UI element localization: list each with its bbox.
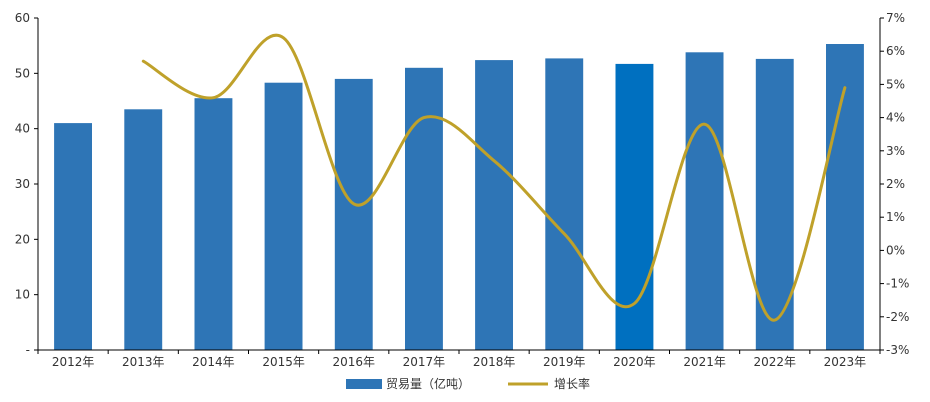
x-tick-label-3: 2015年 [262, 355, 305, 369]
right-tick-label-8: 5% [886, 77, 905, 91]
bar-7 [545, 58, 583, 350]
left-tick-label-2: 20 [15, 232, 30, 246]
left-tick-label-4: 40 [15, 122, 30, 136]
right-tick-label-0: -3% [886, 343, 909, 357]
x-tick-label-0: 2012年 [52, 355, 95, 369]
x-tick-label-4: 2016年 [333, 355, 376, 369]
bar-4 [335, 79, 373, 350]
legend-swatch-bar [346, 379, 382, 389]
left-tick-label-3: 30 [15, 177, 30, 191]
left-tick-label-5: 50 [15, 66, 30, 80]
bar-5 [405, 68, 443, 350]
x-tick-label-7: 2019年 [543, 355, 586, 369]
left-tick-label-0: - [26, 343, 30, 357]
right-tick-label-9: 6% [886, 44, 905, 58]
bars-layer [54, 44, 864, 350]
x-tick-label-1: 2013年 [122, 355, 165, 369]
bar-9 [686, 52, 724, 350]
right-tick-label-2: -1% [886, 277, 909, 291]
x-tick-label-10: 2022年 [754, 355, 797, 369]
bar-3 [265, 83, 303, 350]
x-tick-label-8: 2020年 [613, 355, 656, 369]
right-tick-label-3: 0% [886, 243, 905, 257]
legend: 贸易量（亿吨） 增长率 [346, 376, 590, 391]
bar-2 [195, 98, 233, 350]
left-tick-label-1: 10 [15, 288, 30, 302]
right-tick-label-10: 7% [886, 11, 905, 25]
legend-label-bar: 贸易量（亿吨） [386, 376, 470, 391]
right-tick-label-4: 1% [886, 210, 905, 224]
bar-0 [54, 123, 92, 350]
bar-1 [124, 109, 162, 350]
right-tick-label-5: 2% [886, 177, 905, 191]
right-tick-label-1: -2% [886, 310, 909, 324]
right-tick-label-7: 4% [886, 111, 905, 125]
right-tick-label-6: 3% [886, 144, 905, 158]
x-tick-label-2: 2014年 [192, 355, 235, 369]
x-tick-label-5: 2017年 [403, 355, 446, 369]
x-tick-label-6: 2018年 [473, 355, 516, 369]
bar-6 [475, 60, 513, 350]
legend-label-line: 增长率 [554, 376, 590, 391]
x-tick-label-11: 2023年 [824, 355, 867, 369]
x-tick-label-9: 2021年 [683, 355, 726, 369]
left-tick-label-6: 60 [15, 11, 30, 25]
